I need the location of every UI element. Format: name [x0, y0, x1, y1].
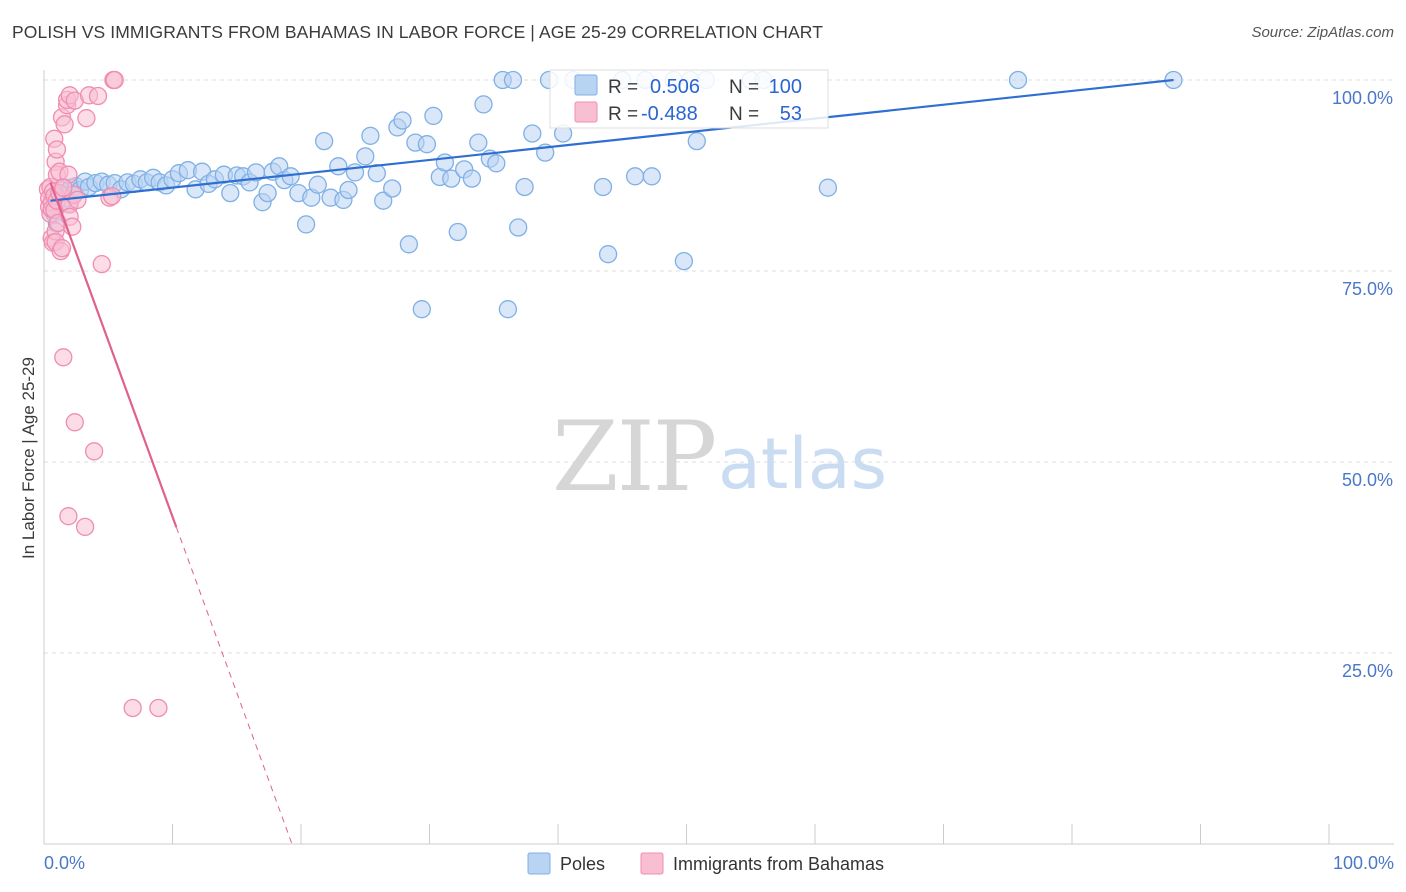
- poles-point: [412, 300, 431, 319]
- poles-point: [448, 222, 467, 242]
- bahamas-trend-line-extension: [175, 527, 293, 845]
- poles-point: [625, 167, 645, 186]
- bahamas-point: [123, 698, 142, 718]
- poles-point: [503, 70, 523, 90]
- poles-point: [498, 300, 518, 319]
- bahamas-points: [38, 70, 168, 718]
- poles-point: [424, 106, 443, 126]
- bahamas-point: [102, 186, 122, 206]
- series-legend-swatch-poles: [527, 852, 551, 875]
- x-tick-label-min: 0.0%: [44, 853, 85, 873]
- x-tick-labels: 0.0% 100.0%: [44, 853, 1394, 873]
- poles-point: [258, 183, 277, 203]
- series-legend: Poles Immigrants from Bahamas: [527, 852, 884, 875]
- bahamas-point: [68, 190, 87, 210]
- bahamas-point: [65, 413, 84, 432]
- poles-point: [1008, 70, 1028, 90]
- bahamas-point: [55, 115, 74, 134]
- poles-point: [417, 135, 437, 154]
- legend-n-label-poles: N =: [729, 77, 759, 98]
- series-legend-label-bahamas: Immigrants from Bahamas: [673, 854, 884, 874]
- x-tick-label-max: 100.0%: [1333, 853, 1394, 873]
- poles-point: [487, 154, 506, 173]
- legend-r-label-poles: R =: [608, 77, 638, 98]
- y-tick-label-50: 50.0%: [1342, 470, 1393, 490]
- poles-point: [598, 245, 618, 264]
- y-tick-label-75: 75.0%: [1342, 279, 1393, 299]
- x-ticks: [172, 824, 1330, 844]
- legend-swatch-poles: [574, 74, 598, 96]
- legend-n-value-poles: 100: [769, 76, 802, 98]
- poles-point: [308, 175, 327, 194]
- bahamas-point: [77, 109, 96, 128]
- poles-point: [462, 169, 482, 188]
- trend-lines: [49, 78, 1174, 845]
- poles-point: [469, 133, 488, 152]
- poles-point: [442, 169, 461, 188]
- series-legend-swatch-bahamas: [640, 852, 664, 875]
- chart-source: Source: ZipAtlas.com: [1251, 24, 1394, 41]
- watermark-atlas: atlas: [718, 423, 887, 505]
- bahamas-point: [52, 238, 72, 258]
- poles-point: [474, 95, 493, 114]
- poles-point: [509, 218, 528, 237]
- watermark: ZIP atlas: [552, 401, 887, 513]
- poles-point: [383, 179, 402, 198]
- poles-point: [515, 177, 534, 197]
- poles-point: [687, 131, 706, 151]
- bahamas-point: [84, 442, 104, 461]
- poles-point: [374, 191, 393, 210]
- poles-point: [356, 147, 375, 166]
- poles-point: [221, 183, 240, 203]
- bahamas-point: [59, 507, 78, 526]
- bahamas-point: [54, 178, 73, 197]
- poles-point: [296, 215, 316, 234]
- gridlines: [44, 79, 1394, 654]
- y-tick-labels: 25.0% 50.0% 75.0% 100.0%: [1332, 88, 1393, 681]
- bahamas-point: [92, 254, 111, 274]
- poles-point: [642, 167, 661, 186]
- legend-swatch-bahamas: [574, 101, 598, 123]
- legend-n-value-bahamas: 53: [780, 103, 802, 125]
- poles-point: [435, 153, 455, 172]
- poles-point: [314, 131, 334, 151]
- poles-point: [399, 235, 419, 254]
- poles-point: [393, 111, 412, 130]
- bahamas-point: [47, 140, 67, 159]
- poles-point: [523, 124, 542, 143]
- poles-point: [329, 157, 348, 176]
- correlation-legend: R = 0.506 N = 100 R = -0.488 N = 53: [549, 69, 829, 129]
- legend-r-label-bahamas: R =: [608, 104, 638, 125]
- bahamas-point: [105, 70, 124, 90]
- bahamas-point: [54, 348, 73, 367]
- series-legend-label-poles: Poles: [560, 854, 605, 874]
- poles-point: [674, 251, 694, 271]
- watermark-zip: ZIP: [552, 401, 715, 513]
- bahamas-point: [75, 517, 95, 537]
- bahamas-trend-line: [49, 181, 178, 528]
- legend-r-value-bahamas: -0.488: [641, 103, 698, 125]
- poles-point: [361, 126, 380, 145]
- poles-point: [818, 178, 838, 197]
- y-tick-label-100: 100.0%: [1332, 88, 1393, 108]
- y-tick-label-25: 25.0%: [1342, 661, 1393, 681]
- legend-n-label-bahamas: N =: [729, 104, 759, 125]
- bahamas-point: [88, 86, 108, 106]
- poles-point: [339, 180, 358, 200]
- poles-trend-line: [50, 78, 1174, 202]
- chart-title: POLISH VS IMMIGRANTS FROM BAHAMAS IN LAB…: [12, 22, 824, 42]
- poles-point: [593, 177, 613, 197]
- bahamas-point: [149, 698, 168, 718]
- legend-r-value-poles: 0.506: [650, 76, 700, 98]
